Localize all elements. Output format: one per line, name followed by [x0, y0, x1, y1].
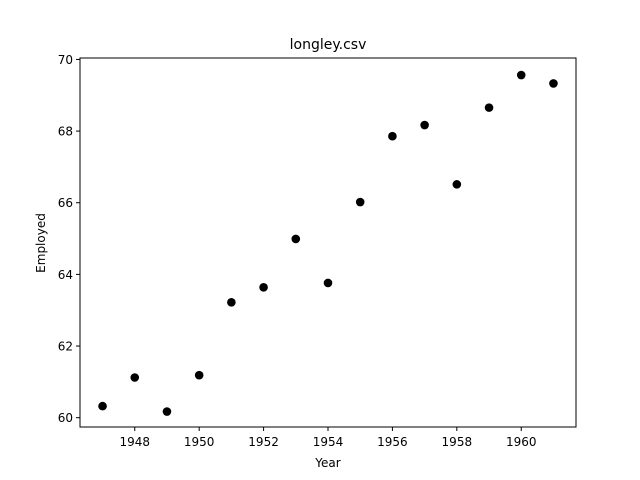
- x-tick-label: 1952: [248, 435, 279, 449]
- data-point: [259, 283, 268, 292]
- data-point: [130, 373, 140, 382]
- y-tick-label: 62: [58, 340, 73, 354]
- data-point: [194, 370, 204, 380]
- data-point: [162, 407, 172, 416]
- plot-points: [98, 70, 558, 416]
- y-tick-label: 70: [58, 53, 73, 67]
- y-axis-ticks: 60 62 64 66 68 70: [58, 53, 80, 425]
- chart-title: longley.csv: [290, 37, 367, 53]
- x-axis-label: Year: [314, 456, 340, 470]
- data-point: [388, 131, 397, 141]
- x-tick-label: 1960: [506, 435, 537, 449]
- data-point: [549, 79, 558, 88]
- data-point: [355, 197, 365, 207]
- data-point: [227, 297, 236, 307]
- x-tick-label: 1954: [313, 435, 344, 449]
- x-tick-label: 1956: [377, 435, 408, 449]
- y-tick-label: 60: [58, 411, 73, 425]
- x-tick-label: 1958: [442, 435, 473, 449]
- x-tick-label: 1948: [119, 435, 150, 449]
- y-axis-label: Employed: [34, 213, 48, 273]
- data-point: [323, 278, 333, 288]
- data-point: [484, 103, 494, 112]
- data-point: [516, 70, 526, 80]
- y-tick-label: 68: [58, 125, 73, 139]
- y-tick-label: 64: [58, 268, 73, 282]
- x-tick-label: 1950: [184, 435, 215, 449]
- y-tick-label: 66: [58, 196, 73, 210]
- data-point: [291, 234, 301, 244]
- data-point: [420, 120, 429, 130]
- data-point: [452, 180, 462, 189]
- x-axis-ticks: 1948 1950 1952 1954 1956 1958 1960: [119, 427, 537, 449]
- data-point: [98, 401, 107, 411]
